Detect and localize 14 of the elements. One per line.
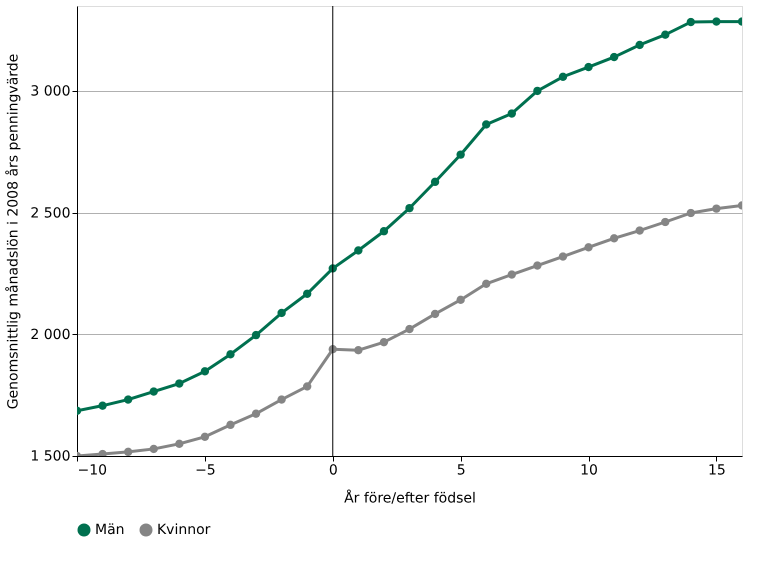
x-tick-label: 15 bbox=[708, 462, 726, 478]
legend-label: Män bbox=[95, 522, 125, 538]
y-tick-label: 2 500 bbox=[30, 205, 70, 222]
y-tick-label: 3 000 bbox=[30, 84, 70, 100]
y-tick-label: 2 000 bbox=[30, 326, 70, 343]
x-tick-label: 5 bbox=[456, 462, 466, 478]
x-tick-label: −10 bbox=[78, 462, 108, 478]
x-axis-title: År före/efter födsel bbox=[344, 490, 476, 506]
x-tick-label: 10 bbox=[580, 462, 598, 478]
x-tick-label: −5 bbox=[195, 462, 216, 478]
legend-label: Kvinnor bbox=[157, 522, 211, 538]
y-axis-title: Genomsnittlig månadslön i 2008 års penningvärde bbox=[4, 54, 22, 410]
y-tick-label: 1 500 bbox=[30, 448, 70, 464]
x-tick-label: 0 bbox=[328, 462, 338, 478]
